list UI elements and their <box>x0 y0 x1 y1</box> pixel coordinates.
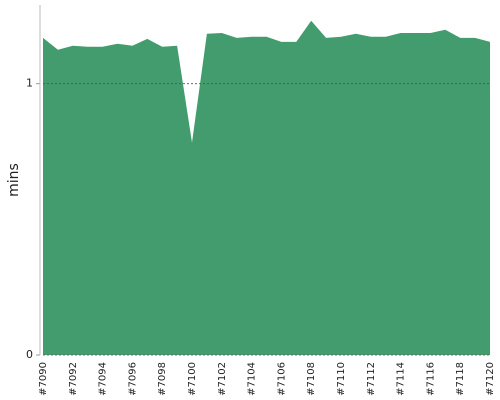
x-tick-label: #7098 <box>157 362 168 396</box>
x-tick-label: #7116 <box>425 362 436 396</box>
x-tick-label: #7096 <box>127 362 138 396</box>
x-tick-label: #7120 <box>485 362 496 396</box>
y-axis-title: mins <box>6 163 22 197</box>
area <box>43 20 490 355</box>
x-tick-label: #7108 <box>306 362 317 396</box>
x-tick-label: #7106 <box>276 362 287 396</box>
x-tick-label: #7100 <box>187 362 198 396</box>
x-tick-label: #7102 <box>217 362 228 396</box>
x-tick-label: #7110 <box>336 362 347 396</box>
x-tick-label: #7112 <box>366 362 377 396</box>
y-tick-label: 1 <box>26 77 33 90</box>
x-tick-label: #7114 <box>396 362 407 396</box>
y-tick-label: 0 <box>26 348 33 361</box>
x-tick-label: #7094 <box>98 362 109 396</box>
x-tick-label: #7104 <box>247 362 258 396</box>
x-tick-label: #7090 <box>38 362 49 396</box>
x-tick-label: #7092 <box>68 362 79 396</box>
x-tick-label: #7118 <box>455 362 466 396</box>
